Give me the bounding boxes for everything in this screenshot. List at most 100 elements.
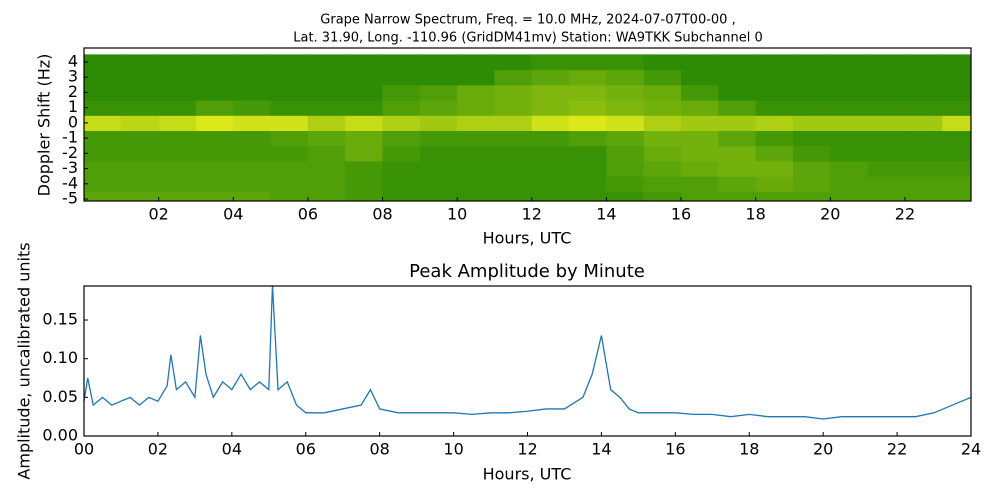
heat-cell — [531, 130, 570, 147]
heat-cell — [718, 69, 757, 86]
heat-cell — [830, 145, 869, 162]
y-axis-label: Doppler Shift (Hz) — [35, 54, 54, 197]
heat-cell — [158, 54, 197, 71]
heat-cell — [382, 54, 421, 71]
heat-cell — [84, 130, 122, 147]
heat-cell — [233, 145, 272, 162]
x-axis-label: Hours, UTC — [483, 465, 572, 484]
y-tick-label: -4 — [62, 173, 78, 192]
heat-cell — [494, 100, 533, 116]
heat-cell — [643, 130, 682, 147]
heat-cell — [419, 54, 458, 71]
heat-cell — [233, 176, 272, 192]
heat-cell — [904, 115, 943, 132]
heat-cell — [793, 84, 831, 101]
heat-cell — [270, 176, 309, 192]
y-tick-label: 1 — [68, 97, 78, 116]
y-tick-label: 0 — [68, 112, 78, 131]
heat-cell — [606, 100, 645, 116]
heat-cell — [195, 160, 234, 177]
y-tick-label: 0.05 — [42, 387, 78, 406]
x-tick-label: 16 — [671, 205, 691, 224]
heat-cell — [755, 54, 794, 71]
heat-cell — [494, 54, 533, 71]
heat-cell — [195, 54, 234, 71]
heat-cell — [643, 84, 682, 101]
heat-cell — [830, 115, 869, 132]
heat-cell — [345, 191, 384, 201]
x-tick-label: 16 — [665, 440, 685, 459]
heat-cell — [84, 100, 122, 116]
heat-cell — [606, 145, 645, 162]
heat-cell — [345, 100, 384, 116]
heat-cell — [270, 115, 309, 132]
heat-cell — [867, 130, 906, 147]
x-tick-label: 14 — [591, 440, 611, 459]
heat-cell — [681, 176, 719, 192]
heat-cell — [681, 160, 719, 177]
x-tick-label: 02 — [148, 440, 168, 459]
heat-cell — [419, 191, 458, 201]
heat-cell — [569, 100, 607, 116]
heat-cell — [195, 69, 234, 86]
x-tick-label: 18 — [739, 440, 759, 459]
heat-cell — [718, 84, 757, 101]
heat-cell — [867, 84, 906, 101]
heat-cell — [942, 115, 971, 132]
heat-cell — [121, 191, 160, 201]
heat-cell — [681, 100, 719, 116]
heat-cell — [681, 84, 719, 101]
heat-cell — [457, 54, 495, 71]
heat-cell — [121, 176, 160, 192]
heat-cell — [942, 69, 971, 86]
heat-cell — [345, 160, 384, 177]
heatmap-area — [84, 54, 971, 201]
heat-cell — [793, 160, 831, 177]
heat-cell — [718, 191, 757, 201]
heat-cell — [531, 176, 570, 192]
x-tick-label: 06 — [298, 205, 318, 224]
heat-cell — [830, 84, 869, 101]
heat-cell — [84, 176, 122, 192]
heat-cell — [681, 69, 719, 86]
heat-cell — [494, 84, 533, 101]
heat-cell — [569, 84, 607, 101]
heat-cell — [904, 160, 943, 177]
heat-cell — [233, 84, 272, 101]
heat-cell — [121, 69, 160, 86]
heat-cell — [158, 191, 197, 201]
heat-cell — [84, 54, 122, 71]
heat-cell — [84, 115, 122, 132]
x-tick-label: 04 — [223, 205, 243, 224]
heat-cell — [233, 100, 272, 116]
chart-title: Grape Narrow Spectrum, Freq. = 10.0 MHz,… — [320, 13, 735, 28]
heat-cell — [121, 145, 160, 162]
heat-cell — [494, 176, 533, 192]
heat-cell — [307, 69, 346, 86]
y-tick-label: 0.15 — [42, 310, 78, 329]
heat-cell — [755, 69, 794, 86]
heat-cell — [793, 130, 831, 147]
heat-cell — [681, 115, 719, 132]
heat-cell — [419, 145, 458, 162]
x-tick-label: 20 — [820, 205, 840, 224]
heat-cell — [755, 115, 794, 132]
heat-cell — [382, 100, 421, 116]
heat-cell — [718, 54, 757, 71]
heat-cell — [681, 130, 719, 147]
heat-cell — [419, 176, 458, 192]
heat-cell — [419, 100, 458, 116]
heat-cell — [345, 69, 384, 86]
x-tick-label: 06 — [296, 440, 316, 459]
y-tick-label: 0.10 — [42, 348, 78, 367]
heat-cell — [158, 145, 197, 162]
heat-cell — [457, 84, 495, 101]
heat-cell — [755, 100, 794, 116]
heat-cell — [307, 160, 346, 177]
heat-cell — [494, 145, 533, 162]
heat-cell — [681, 191, 719, 201]
heat-cell — [793, 145, 831, 162]
x-tick-label: 00 — [74, 440, 94, 459]
heat-cell — [569, 176, 607, 192]
heat-cell — [569, 115, 607, 132]
